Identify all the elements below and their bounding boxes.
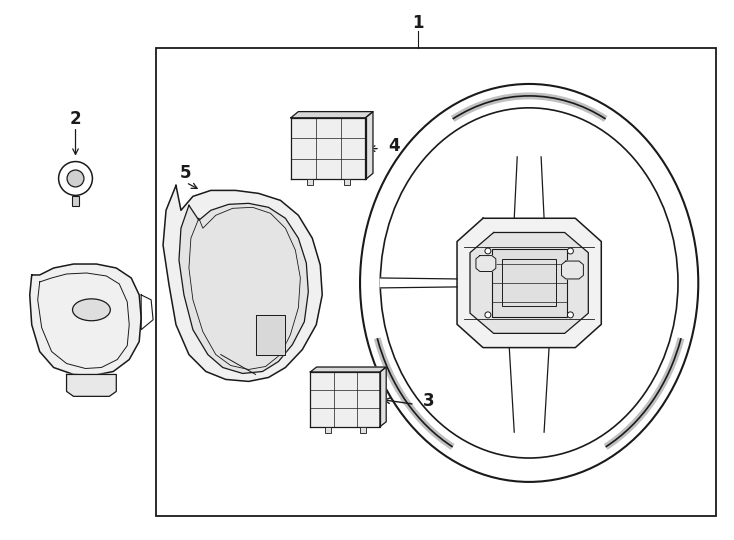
Text: 1: 1 [412,14,424,32]
Circle shape [485,312,491,318]
Polygon shape [380,278,457,288]
Polygon shape [30,264,141,375]
Polygon shape [291,112,373,118]
Bar [492,249,567,316]
Polygon shape [163,185,322,381]
Bar [307,179,313,185]
Circle shape [67,170,84,187]
Polygon shape [310,367,386,372]
Bar [324,427,331,433]
Polygon shape [67,374,116,396]
Bar [344,179,350,185]
Polygon shape [179,204,308,374]
Polygon shape [562,261,584,279]
Polygon shape [310,372,380,427]
Ellipse shape [73,299,110,321]
Bar [502,259,556,307]
Polygon shape [380,367,386,427]
Polygon shape [291,118,366,179]
Ellipse shape [380,108,678,458]
Text: 4: 4 [388,137,399,154]
Polygon shape [470,233,589,333]
Circle shape [59,161,92,195]
Text: 2: 2 [70,110,81,128]
Bar [71,197,79,206]
Text: 5: 5 [180,165,192,183]
Polygon shape [366,112,373,179]
Circle shape [567,248,573,254]
Bar [360,427,366,433]
Polygon shape [476,255,496,272]
Polygon shape [255,315,286,355]
Text: 6: 6 [46,299,57,317]
Circle shape [567,312,573,318]
Bar [156,48,716,516]
Circle shape [485,248,491,254]
Text: 3: 3 [423,393,435,410]
Polygon shape [457,218,601,348]
